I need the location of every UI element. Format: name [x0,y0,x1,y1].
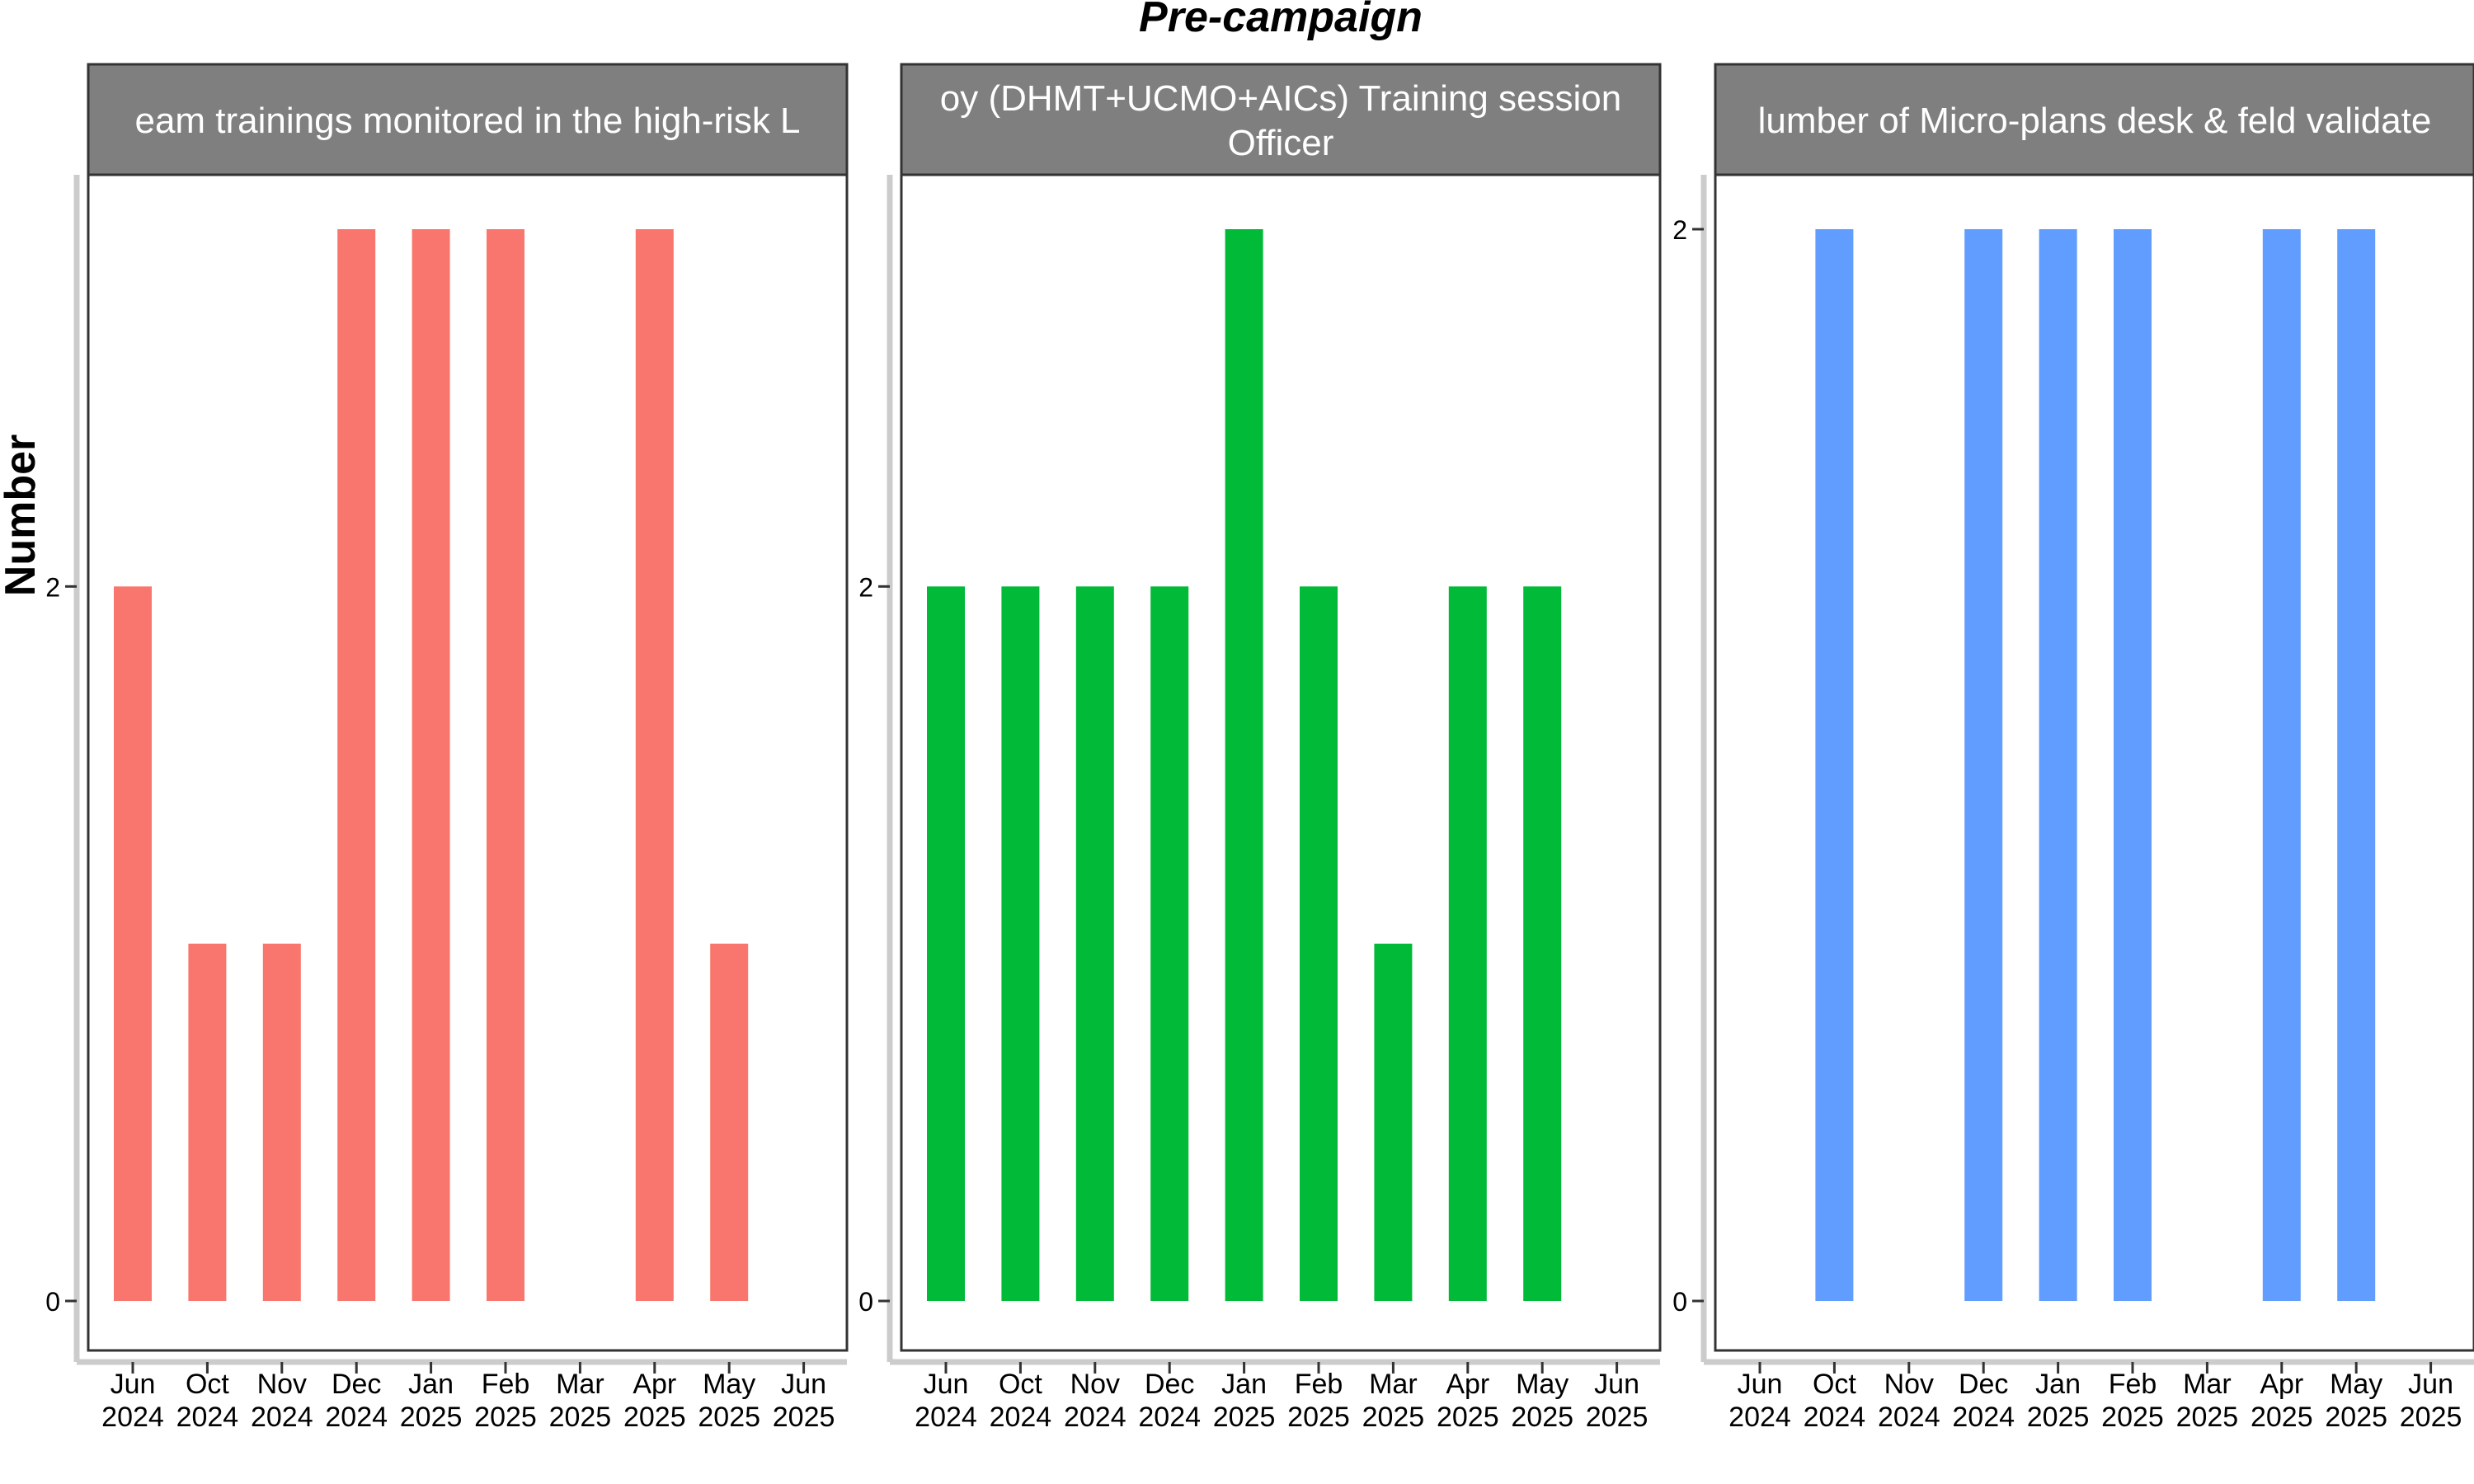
panel-1: eam trainings monitored in the high-risk… [45,63,849,1433]
bar [927,586,965,1301]
panel-border [87,173,849,1352]
x-tick-label: Dec 2024 [1138,1369,1201,1433]
x-tick-label: Mar 2025 [2176,1369,2239,1433]
x-tick-label: Jan 2025 [2027,1369,2090,1433]
x-tick-label: May 2025 [1511,1369,1573,1433]
bar [2039,229,2077,1301]
bar [2114,229,2152,1301]
panel-2: oy (DHMT+UCMO+AICs) Training sessionOffi… [858,63,1662,1433]
panel-title-line: lumber of Micro-plans desk & feld valida… [1758,101,2432,141]
x-tick-label: Jan 2025 [400,1369,463,1433]
bar [337,229,376,1301]
bar [1300,586,1338,1301]
y-tick-label: 2 [1672,215,1687,245]
bar [1815,229,1854,1301]
x-tick-label: Nov 2024 [251,1369,313,1433]
x-tick-label: Apr 2025 [623,1369,686,1433]
x-tick-label: May 2025 [698,1369,760,1433]
panel-title-line: eam trainings monitored in the high-risk… [134,101,800,141]
x-tick-label: Jan 2025 [1213,1369,1276,1433]
bar [114,586,152,1301]
bar [635,229,674,1301]
bar [1374,943,1413,1301]
panel-title-line: Officer [1228,123,1334,163]
panel-border [1714,173,2474,1352]
y-tick-label: 0 [858,1287,873,1317]
panel-strip [1714,63,2474,176]
x-tick-label: Dec 2024 [1952,1369,2015,1433]
y-tick-label: 2 [858,572,873,602]
x-tick-label: Oct 2024 [176,1369,239,1433]
bar [1150,586,1189,1301]
x-tick-label: Oct 2024 [990,1369,1052,1433]
panel-border [900,173,1662,1352]
chart-title: Pre-campaign [1139,0,1423,41]
x-tick-label: Jun 2024 [1729,1369,1791,1433]
x-tick-label: Oct 2024 [1804,1369,1866,1433]
bar [1448,586,1487,1301]
x-tick-label: Jun 2025 [773,1369,835,1433]
x-tick-label: Jun 2024 [101,1369,164,1433]
bar [487,229,524,1301]
y-tick-label: 2 [45,572,60,602]
bar [710,943,749,1301]
panel-strip [900,63,1662,176]
panel-title-line: oy (DHMT+UCMO+AICs) Training session [940,78,1621,119]
bar [1075,586,1114,1301]
bar [1964,229,2003,1301]
x-tick-label: Apr 2025 [2251,1369,2313,1433]
bar [2262,229,2301,1301]
x-tick-label: Jun 2025 [1586,1369,1649,1433]
bar [262,943,301,1301]
y-tick-label: 0 [1672,1287,1687,1317]
x-tick-label: Feb 2025 [2101,1369,2164,1433]
x-tick-label: Jun 2024 [915,1369,977,1433]
y-axis-label: Number [0,434,45,596]
panels: eam trainings monitored in the high-risk… [45,63,2474,1433]
x-tick-label: Mar 2025 [1362,1369,1425,1433]
bar [1523,586,1562,1301]
x-tick-label: Mar 2025 [549,1369,612,1433]
x-tick-label: Jun 2025 [2400,1369,2462,1433]
x-tick-label: May 2025 [2325,1369,2387,1433]
panel-3: lumber of Micro-plans desk & feld valida… [1672,63,2474,1433]
x-tick-label: Feb 2025 [1287,1369,1350,1433]
y-tick-label: 0 [45,1287,60,1317]
x-tick-label: Dec 2024 [325,1369,388,1433]
panel-strip [87,63,849,176]
bar [1225,229,1263,1301]
bar [2337,229,2376,1301]
bar [412,229,450,1301]
bar [188,943,227,1301]
x-tick-label: Nov 2024 [1878,1369,1940,1433]
x-tick-label: Apr 2025 [1437,1369,1499,1433]
x-tick-label: Nov 2024 [1064,1369,1126,1433]
bar [1001,586,1040,1301]
x-tick-label: Feb 2025 [474,1369,537,1433]
